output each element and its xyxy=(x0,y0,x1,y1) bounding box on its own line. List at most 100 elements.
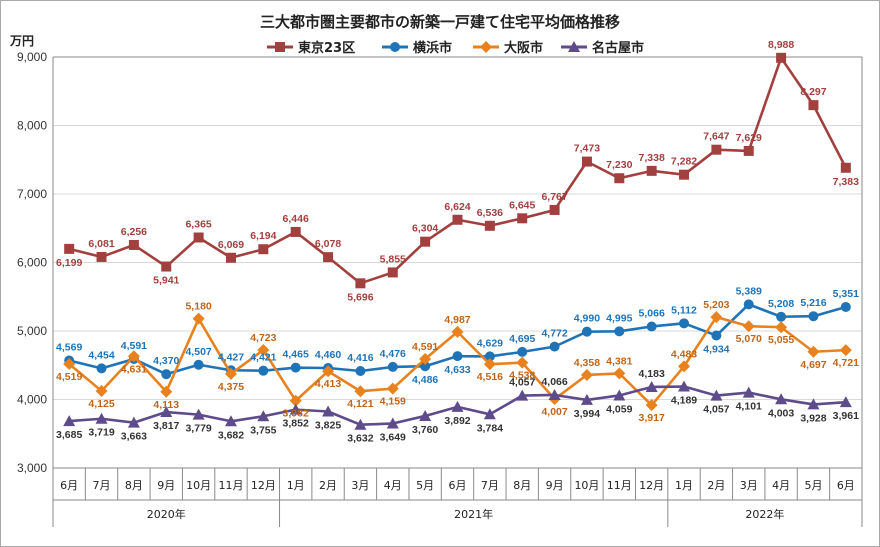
x-tick-label: 6月 xyxy=(837,479,855,492)
x-tick-label: 1月 xyxy=(675,479,693,492)
y-axis: 3,000 4,000 5,000 6,000 7,000 8,000 9,000 xyxy=(17,50,863,475)
data-point xyxy=(711,330,722,341)
data-point xyxy=(96,251,107,262)
data-point xyxy=(580,368,593,381)
data-point xyxy=(193,359,204,370)
data-label: 4,057 xyxy=(703,404,729,416)
data-label: 4,007 xyxy=(541,406,567,418)
data-label: 3,852 xyxy=(283,418,309,430)
data-point xyxy=(484,351,495,362)
data-point xyxy=(257,343,270,356)
data-label: 5,696 xyxy=(347,291,373,303)
data-point xyxy=(646,321,657,332)
data-label: 4,121 xyxy=(347,398,373,410)
x-tick-label: 5月 xyxy=(416,479,434,492)
data-point xyxy=(807,345,820,358)
data-label: 6,446 xyxy=(283,213,309,225)
data-label: 4,370 xyxy=(153,355,179,367)
data-label: 4,375 xyxy=(218,381,244,393)
data-label: 6,256 xyxy=(121,226,147,238)
data-point xyxy=(614,173,625,184)
data-point xyxy=(354,385,367,398)
data-label: 3,928 xyxy=(800,412,826,424)
data-point xyxy=(127,416,140,428)
data-point xyxy=(517,346,528,357)
y-tick-label: 3,000 xyxy=(17,461,47,475)
data-point xyxy=(63,415,76,427)
data-point xyxy=(322,405,335,417)
data-label: 4,358 xyxy=(574,357,600,369)
data-label: 3,719 xyxy=(88,427,114,439)
data-point xyxy=(613,389,626,401)
data-label: 3,982 xyxy=(283,408,309,420)
x-tick-label: 6月 xyxy=(60,479,78,492)
data-point xyxy=(808,100,819,111)
data-label: 4,538 xyxy=(509,370,535,382)
data-point xyxy=(743,145,754,156)
data-label: 4,772 xyxy=(541,328,567,340)
data-point xyxy=(128,239,139,250)
data-label: 4,987 xyxy=(444,314,470,326)
data-label: 6,645 xyxy=(509,199,535,211)
legend: 東京23区 横浜市 大阪市 名古屋市 xyxy=(267,40,644,56)
data-label: 5,180 xyxy=(185,301,211,313)
x-tick-label: 5月 xyxy=(804,479,822,492)
data-label: 4,416 xyxy=(347,352,373,364)
data-point xyxy=(839,396,852,408)
data-label: 4,101 xyxy=(736,401,762,413)
data-point xyxy=(678,360,691,373)
data-point xyxy=(580,393,593,405)
data-point xyxy=(355,278,366,289)
legend-marker xyxy=(275,42,285,52)
data-point xyxy=(614,326,625,337)
data-label: 4,421 xyxy=(250,352,276,364)
data-label: 6,194 xyxy=(250,230,276,242)
data-label: 4,003 xyxy=(768,407,794,419)
y-tick-label: 5,000 xyxy=(17,324,47,338)
data-label: 4,159 xyxy=(380,396,406,408)
data-point xyxy=(387,267,398,278)
data-label: 3,663 xyxy=(121,431,147,443)
data-point xyxy=(743,299,754,310)
data-point xyxy=(355,366,366,377)
data-label: 6,767 xyxy=(541,191,567,203)
data-point xyxy=(224,415,237,427)
data-label: 7,473 xyxy=(574,143,600,155)
data-label: 5,216 xyxy=(800,297,826,309)
year-label: 2020年 xyxy=(147,507,186,521)
data-point xyxy=(646,165,657,176)
data-label: 4,059 xyxy=(606,403,632,415)
data-label: 8,988 xyxy=(768,39,794,51)
data-label: 4,934 xyxy=(703,344,729,356)
data-point xyxy=(192,312,205,325)
data-label: 4,476 xyxy=(380,348,406,360)
data-point xyxy=(807,398,820,410)
data-point xyxy=(549,204,560,215)
data-label: 4,721 xyxy=(833,357,859,369)
series-group xyxy=(63,52,852,430)
data-point xyxy=(516,389,529,401)
y-tick-label: 9,000 xyxy=(17,50,47,64)
data-point xyxy=(258,365,269,376)
data-label: 3,685 xyxy=(56,429,82,441)
x-tick-label: 4月 xyxy=(772,479,790,492)
data-label: 6,081 xyxy=(88,238,114,250)
data-label: 7,629 xyxy=(736,132,762,144)
data-point xyxy=(419,353,432,366)
data-label: 4,413 xyxy=(315,378,341,390)
y-tick-label: 7,000 xyxy=(17,187,47,201)
data-point xyxy=(452,214,463,225)
x-tick-label: 10月 xyxy=(186,479,211,492)
data-label: 4,483 xyxy=(671,348,697,360)
data-label: 6,304 xyxy=(412,223,438,235)
chart-title: 三大都市圏主要都市の新築一戸建て住宅平均価格推移 xyxy=(260,13,620,31)
x-tick-label: 2月 xyxy=(319,479,337,492)
data-label: 6,536 xyxy=(477,207,503,219)
x-tick-label: 12月 xyxy=(639,479,664,492)
year-label: 2021年 xyxy=(454,507,493,521)
data-label: 4,569 xyxy=(56,342,82,354)
data-label: 6,365 xyxy=(185,218,211,230)
y-tick-label: 8,000 xyxy=(17,119,47,133)
data-point xyxy=(322,365,335,378)
